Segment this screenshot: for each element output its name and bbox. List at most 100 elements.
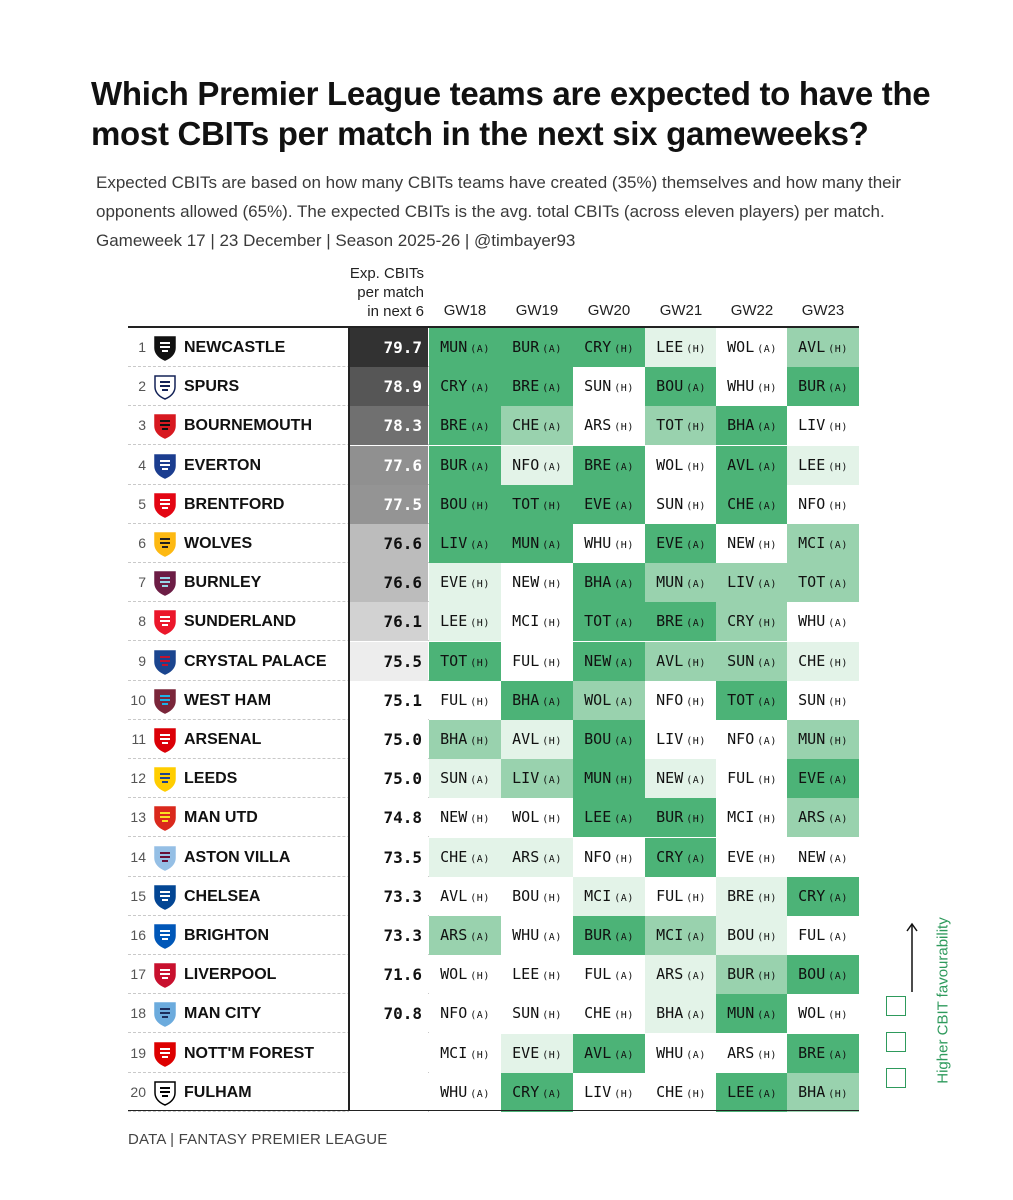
fixture-cell: BRE (A) (787, 1033, 859, 1073)
opponent-code: MUN (512, 534, 540, 552)
home-away-marker: (H) (757, 618, 777, 630)
table-row: 15 CHELSEA 73.3 AVL (H) BOU (H) MCI (A) FUL (H) BRE… (128, 876, 859, 916)
opponent-code: BOU (656, 377, 684, 396)
home-away-letter: A (834, 853, 842, 865)
opponent-code: WOL (727, 338, 755, 356)
home-away-marker: (H) (686, 1088, 706, 1100)
opponent-code: EVE (727, 847, 755, 866)
fixture-cell: CHE (A) (501, 406, 573, 446)
team-rank: 3 (138, 417, 146, 434)
opponent-code: NEW (512, 573, 540, 592)
fixture-cell: CHE (H) (573, 994, 645, 1034)
home-away-letter: H (834, 422, 842, 434)
home-away-letter: A (476, 461, 484, 473)
home-away-letter: H (476, 971, 484, 983)
fixture-cell: EVE (A) (573, 484, 645, 524)
home-away-letter: A (476, 932, 484, 943)
home-away-letter: H (548, 657, 556, 669)
home-away-marker: (H) (470, 1049, 490, 1061)
gw-header: GW19 (515, 302, 559, 319)
chart-subtitle: Expected CBITs are based on how many CBI… (96, 168, 956, 255)
home-away-marker: (A) (828, 853, 848, 865)
exp-cbits-cell: 78.3 (349, 406, 428, 446)
team-name: BRENTFORD (184, 495, 285, 513)
team-rank: 19 (130, 1044, 146, 1061)
home-away-marker: (H) (828, 500, 848, 512)
fixture-cell: BRE (A) (501, 367, 573, 407)
fixture-cell: NFO (H) (573, 837, 645, 877)
home-away-marker: (A) (542, 383, 562, 395)
home-away-letter: H (476, 500, 484, 512)
opponent-code: NEW (440, 808, 468, 827)
home-away-marker: (H) (686, 500, 706, 512)
home-away-marker: (H) (614, 853, 634, 865)
opponent-code: CHE (512, 416, 540, 435)
opponent-code: AVL (798, 338, 826, 356)
home-away-letter: A (476, 853, 484, 865)
team-name: NEWCASTLE (184, 339, 286, 356)
opponent-code: NEW (584, 651, 612, 670)
opponent-code: LEE (798, 455, 826, 474)
opponent-code: EVE (512, 1043, 540, 1062)
home-away-letter: A (548, 422, 556, 434)
fixture-cell: AVL (A) (716, 445, 788, 485)
opponent-code: CRY (512, 1082, 540, 1101)
home-away-letter: H (692, 892, 700, 904)
bournemouth-crest (154, 414, 176, 440)
fixture-cell: MCI (A) (645, 916, 717, 955)
home-away-letter: H (834, 500, 842, 512)
team-name: CHELSEA (184, 887, 261, 905)
home-away-marker: (A) (614, 1049, 634, 1061)
fixture-cell: BRE (A) (429, 406, 501, 446)
chelsea-crest (154, 885, 176, 910)
table-row: 1 NEWCASTLE 79.7 MUN (A) BUR (A) CRY (H) LEE (H) WO… (128, 328, 859, 367)
opponent-code: BUR (440, 455, 468, 474)
opponent-code: MCI (798, 534, 826, 552)
exp-cbits-cell: 73.5 (349, 837, 428, 877)
home-away-marker: (A) (686, 540, 706, 551)
legend-label: Higher CBIT favourability (934, 917, 952, 1084)
home-away-letter: H (476, 657, 484, 669)
home-away-letter: A (620, 657, 628, 669)
opponent-code: LIV (727, 573, 755, 592)
home-away-letter: A (620, 1049, 628, 1061)
team-name: ASTON VILLA (184, 848, 291, 866)
fixture-cell: AVL (H) (645, 641, 717, 681)
exp-cbits-cell: 76.6 (349, 524, 428, 563)
fixture-cell: NEW (H) (429, 798, 501, 838)
fixture-cell: NFO (H) (645, 680, 717, 720)
home-away-marker: (A) (470, 540, 490, 551)
fixture-cell: LEE (H) (645, 328, 717, 367)
leeds-crest (154, 767, 176, 792)
table-row: 3 BOURNEMOUTH 78.3 BRE (A) CHE (A) ARS (H) TOT (H)… (128, 406, 859, 446)
burnley-crest (154, 571, 176, 596)
home-away-letter: A (692, 383, 700, 395)
home-away-letter: A (692, 932, 700, 943)
opponent-code: NFO (656, 690, 684, 709)
team-name: SUNDERLAND (184, 613, 296, 631)
fixture-cell: CRY (A) (787, 876, 859, 916)
home-away-letter: A (763, 696, 771, 708)
exp-cbits-value: 70.8 (383, 1004, 422, 1024)
table-row: 19 NOTT'M FOREST MCI (H) EVE (H) AVL (A) WHU (A) A… (128, 1033, 859, 1073)
fixture-cell: BUR (A) (787, 367, 859, 407)
opponent-code: CRY (440, 377, 468, 396)
home-away-letter: A (476, 383, 484, 395)
fixture-cell: TOT (A) (787, 563, 859, 603)
exp-cbits-cell: 76.6 (349, 563, 428, 603)
fixture-cell: MUN (A) (501, 524, 573, 563)
home-away-marker: (A) (614, 657, 634, 669)
home-away-letter: A (763, 344, 771, 355)
home-away-marker: (A) (686, 775, 706, 787)
home-away-marker: (A) (470, 344, 490, 355)
home-away-letter: A (763, 657, 771, 669)
team-name: LEEDS (184, 770, 238, 788)
title-line-1: Which Premier League teams are expected … (91, 75, 931, 112)
crystal-palace-crest (154, 649, 176, 675)
opponent-code: MCI (512, 612, 540, 631)
home-away-marker: (H) (686, 461, 706, 473)
opponent-code: LEE (727, 1082, 755, 1101)
home-away-letter: H (476, 1049, 484, 1061)
home-away-letter: A (763, 736, 771, 747)
home-away-marker: (A) (757, 657, 777, 669)
